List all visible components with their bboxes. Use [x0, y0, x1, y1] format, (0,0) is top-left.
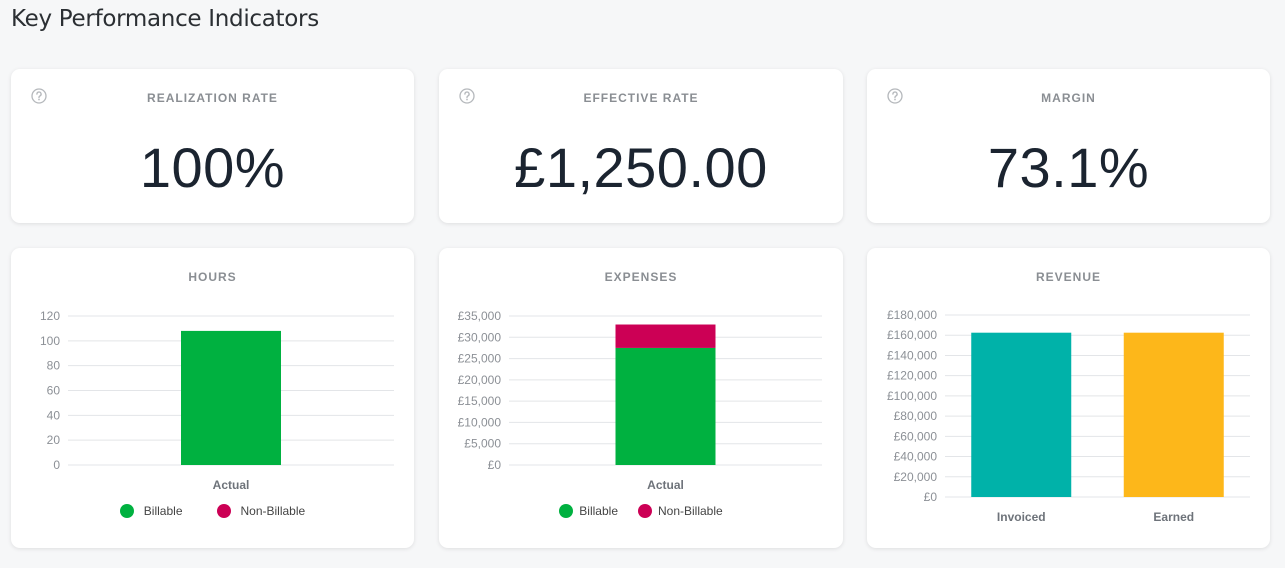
- y-tick-label: £120,000: [887, 369, 937, 383]
- kpi-value: 100%: [139, 136, 286, 199]
- chart-title: REVENUE: [1035, 270, 1101, 284]
- y-tick-label: 40: [47, 408, 61, 422]
- y-tick-label: 0: [53, 458, 60, 472]
- x-tick-label: Actual: [213, 478, 250, 492]
- legend-item-non-billable[interactable]: Non-Billable: [216, 504, 306, 518]
- legend-dot-icon: [559, 504, 574, 518]
- y-tick-label: £40,000: [894, 450, 938, 464]
- question-circle-icon[interactable]: [887, 88, 903, 104]
- legend-label: Billable: [143, 504, 183, 518]
- bar-non-billable: [615, 324, 716, 348]
- page-title: Key Performance Indicators: [11, 6, 319, 32]
- y-tick-label: £35,000: [458, 309, 502, 323]
- bar-billable: [615, 347, 716, 465]
- legend-label: Non-Billable: [240, 504, 306, 518]
- chart-legend: Billable Non-Billable: [439, 504, 843, 518]
- y-tick-label: 120: [40, 309, 60, 323]
- legend-label: Non-Billable: [658, 504, 723, 518]
- question-circle-icon[interactable]: [31, 88, 47, 104]
- legend-item-billable[interactable]: Billable: [119, 504, 183, 518]
- question-circle-icon[interactable]: [459, 88, 475, 104]
- legend-item-billable[interactable]: Billable: [559, 504, 618, 518]
- kpi-value: 73.1%: [987, 136, 1150, 199]
- legend-dot-icon: [119, 504, 134, 518]
- y-tick-label: 100: [40, 334, 60, 348]
- bar-earned: [1123, 332, 1224, 497]
- x-tick-label: Invoiced: [997, 510, 1046, 524]
- kpi-card-margin: MARGIN 73.1%: [867, 69, 1270, 223]
- y-tick-label: £10,000: [458, 415, 502, 429]
- revenue-chart: £0 £20,000 £40,000 £60,000 £80,000 £100,000 £1…: [887, 308, 1250, 524]
- y-tick-label: £80,000: [894, 409, 938, 423]
- y-tick-label: £25,000: [458, 352, 502, 366]
- chart-card-expenses: EXPENSES £0 £5,000 £10,000 £15,000 £20,000 £2…: [439, 248, 843, 548]
- y-tick-label: 20: [47, 433, 61, 447]
- kpi-card-realization-rate: REALIZATION RATE 100%: [11, 69, 414, 223]
- y-tick-label: £20,000: [894, 470, 938, 484]
- y-tick-label: £180,000: [887, 308, 937, 322]
- kpi-title: REALIZATION RATE: [147, 91, 278, 105]
- y-tick-label: £140,000: [887, 348, 937, 362]
- y-tick-label: £0: [488, 458, 502, 472]
- expenses-chart: £0 £5,000 £10,000 £15,000 £20,000 £25,000 £30,…: [458, 309, 822, 492]
- kpi-title: EFFECTIVE RATE: [583, 91, 699, 105]
- chart-title: EXPENSES: [604, 270, 678, 284]
- kpi-title: MARGIN: [1041, 91, 1096, 105]
- y-tick-label: £5,000: [464, 437, 501, 451]
- y-tick-label: £160,000: [887, 328, 937, 342]
- kpi-value: £1,250.00: [514, 136, 768, 199]
- y-tick-label: £20,000: [458, 373, 502, 387]
- chart-title: HOURS: [188, 270, 237, 284]
- bar-billable: [181, 330, 281, 465]
- hours-chart: 0 20 40 60 80 100 120 Actual: [40, 309, 394, 492]
- y-tick-label: 60: [47, 384, 61, 398]
- chart-card-revenue: REVENUE £0 £20,000 £40,000 £60,000 £80,000 £1…: [867, 248, 1270, 548]
- x-tick-label: Earned: [1153, 510, 1194, 524]
- y-tick-label: £60,000: [894, 429, 938, 443]
- y-tick-label: £0: [924, 490, 938, 504]
- chart-legend: Billable Non-Billable: [11, 504, 414, 518]
- legend-dot-icon: [216, 504, 231, 518]
- x-tick-label: Actual: [647, 478, 684, 492]
- y-tick-label: £30,000: [458, 330, 502, 344]
- chart-card-hours: HOURS 0 20 40 60 80 100 120 Actual Billable Non…: [11, 248, 414, 548]
- y-tick-label: 80: [47, 359, 61, 373]
- legend-dot-icon: [638, 504, 652, 518]
- y-tick-label: £100,000: [887, 389, 937, 403]
- legend-label: Billable: [579, 504, 618, 518]
- legend-item-non-billable[interactable]: Non-Billable: [638, 504, 723, 518]
- y-tick-label: £15,000: [458, 394, 502, 408]
- bar-invoiced: [971, 332, 1072, 497]
- kpi-card-effective-rate: EFFECTIVE RATE £1,250.00: [439, 69, 843, 223]
